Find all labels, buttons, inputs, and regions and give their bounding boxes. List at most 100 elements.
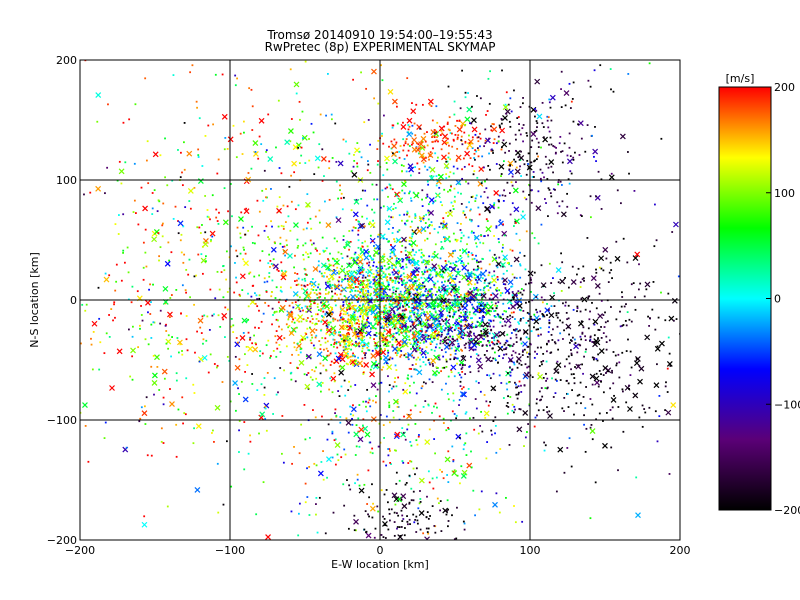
data-point (314, 247, 317, 250)
data-point-x (370, 353, 377, 359)
data-point (105, 332, 108, 335)
data-point (382, 255, 384, 258)
data-point (421, 284, 424, 287)
data-point (362, 345, 364, 348)
data-point (452, 277, 455, 280)
data-point (334, 300, 337, 302)
data-point (350, 339, 353, 342)
data-point (234, 84, 237, 87)
data-point (456, 297, 459, 299)
data-point (486, 325, 489, 328)
data-point (630, 320, 633, 323)
data-point (240, 211, 243, 214)
data-point (381, 326, 384, 329)
data-point (503, 160, 505, 163)
data-point (320, 384, 322, 387)
data-point-x (451, 285, 457, 292)
data-point (270, 263, 273, 265)
data-point (584, 339, 587, 342)
data-point-x (358, 426, 365, 433)
data-point (490, 294, 493, 296)
data-point (406, 325, 409, 328)
data-point (142, 278, 145, 281)
data-point (354, 286, 357, 288)
data-point-x (535, 205, 542, 212)
data-point (540, 296, 543, 299)
data-point (548, 130, 551, 133)
data-point (572, 158, 575, 161)
data-point (434, 293, 437, 296)
data-point (497, 315, 500, 318)
data-point (605, 257, 608, 260)
data-point (451, 514, 453, 517)
data-point (499, 292, 502, 294)
data-point (409, 329, 412, 332)
data-point (271, 323, 273, 326)
data-point (419, 330, 422, 332)
data-point (439, 509, 442, 512)
data-point (377, 293, 379, 295)
data-point (425, 337, 427, 340)
data-point (357, 293, 360, 296)
data-point-x (516, 303, 523, 309)
data-point (343, 448, 346, 451)
data-point (543, 441, 546, 444)
data-point (591, 356, 594, 359)
data-point (558, 142, 561, 145)
data-point (470, 220, 473, 223)
data-point (600, 267, 603, 270)
data-point (519, 408, 522, 411)
data-point (611, 369, 613, 372)
data-point (462, 386, 465, 389)
data-point (460, 262, 462, 265)
data-point (574, 366, 576, 368)
data-point (358, 306, 361, 308)
data-point (357, 300, 359, 303)
data-point (491, 307, 494, 310)
data-point (605, 335, 608, 338)
data-point (667, 292, 670, 295)
data-point-x (522, 329, 529, 335)
data-point (310, 315, 313, 318)
data-point (602, 314, 605, 316)
data-point-x (492, 293, 499, 299)
data-point (536, 414, 538, 417)
data-point (401, 319, 404, 322)
data-point (444, 268, 447, 271)
data-point (266, 196, 268, 199)
data-point (479, 293, 481, 296)
data-point-x (466, 331, 473, 338)
data-point (617, 353, 620, 356)
data-point-x (484, 206, 490, 213)
data-point (272, 350, 275, 352)
data-point (197, 148, 200, 151)
data-point (496, 275, 499, 278)
data-point (354, 360, 357, 362)
data-point (452, 338, 454, 341)
data-point (548, 319, 551, 322)
data-point (583, 355, 585, 358)
data-point-x (169, 401, 175, 407)
data-point (537, 333, 540, 336)
data-point-x (293, 81, 300, 88)
data-point (331, 306, 334, 309)
data-point (221, 73, 224, 76)
data-point (315, 329, 318, 331)
data-point (547, 215, 549, 218)
data-point (339, 305, 342, 308)
data-point (220, 271, 223, 273)
data-point (467, 283, 470, 286)
data-point (405, 257, 407, 259)
data-point (296, 319, 299, 322)
data-point (568, 182, 571, 185)
data-point (384, 187, 387, 190)
data-point (615, 362, 618, 365)
data-point (644, 411, 647, 414)
data-point (656, 363, 658, 366)
data-point (269, 356, 272, 359)
data-point-x (386, 257, 393, 264)
data-point-x (413, 293, 420, 300)
data-point (342, 288, 345, 291)
data-point (389, 519, 391, 522)
data-point (373, 307, 376, 310)
